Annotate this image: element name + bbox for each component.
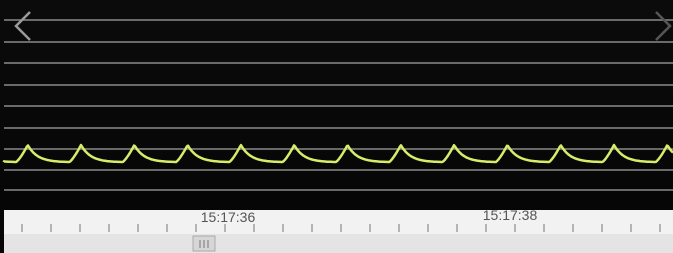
scroll-track[interactable] xyxy=(4,234,673,253)
time-label: 15:17:38 xyxy=(483,207,538,223)
scroll-thumb[interactable] xyxy=(193,236,215,251)
time-label: 15:17:36 xyxy=(201,209,256,225)
page: 15:17:36 15:17:38 (() => { const data = … xyxy=(0,0,673,253)
monitor-screen: 15:17:36 15:17:38 xyxy=(0,0,673,253)
